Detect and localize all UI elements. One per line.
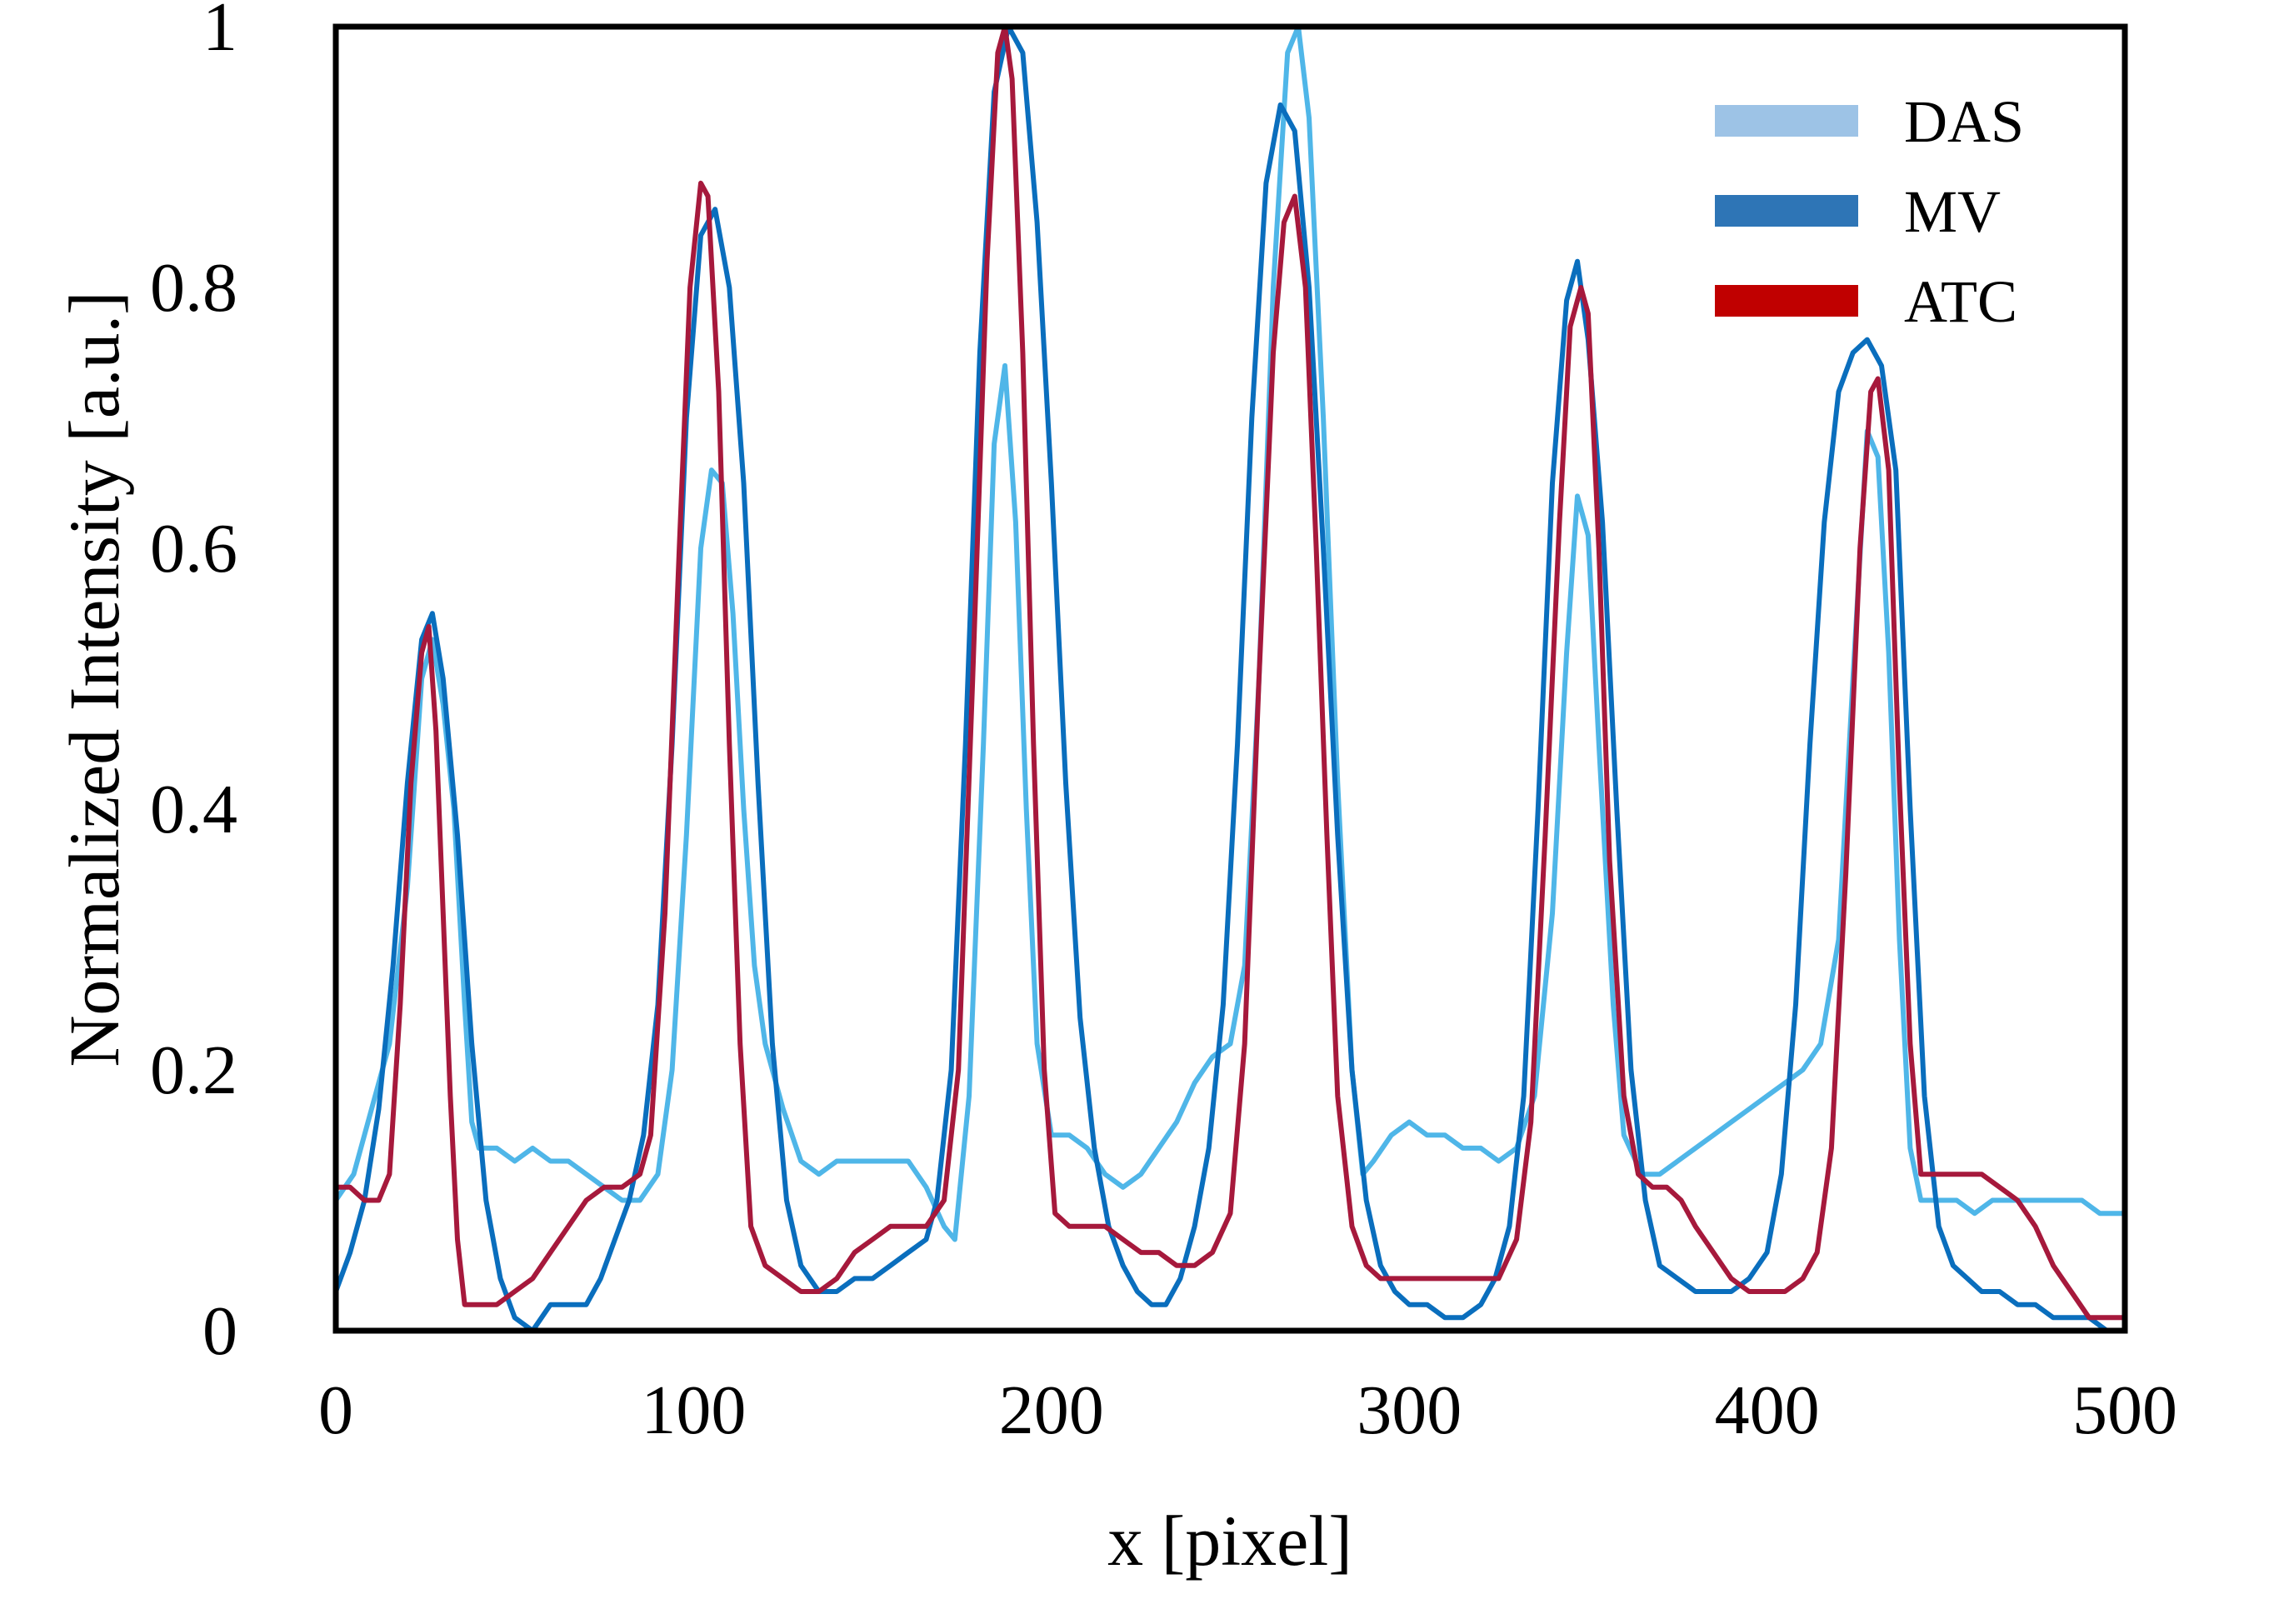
- x-tick-label: 100: [641, 1372, 746, 1449]
- x-tick-label: 300: [1357, 1372, 1462, 1449]
- series-layer: [333, 24, 2125, 1333]
- x-tick-label: 200: [999, 1372, 1104, 1449]
- y-tick-label: 0.2: [150, 1032, 237, 1109]
- legend-swatch-das: [1715, 105, 1858, 137]
- legend: DAS MV ATC: [1715, 88, 2024, 335]
- y-tick-label: 0: [202, 1292, 237, 1370]
- y-axis-label: Normalized Intensity [a.u.]: [54, 291, 134, 1067]
- tick-labels: 0 100 200 300 400 500 0 0.2 0.4 0.6 0.8 1: [150, 0, 2177, 1449]
- plot-frame: [332, 23, 2128, 1334]
- x-axis-label: x [pixel]: [1107, 1501, 1352, 1581]
- y-tick-label: 0.6: [150, 510, 237, 587]
- x-tick-label: 400: [1715, 1372, 1820, 1449]
- series-line-atc: [336, 24, 2125, 1321]
- y-tick-label: 1: [202, 0, 237, 66]
- legend-label-atc: ATC: [1904, 268, 2017, 335]
- y-tick-label: 0.8: [150, 249, 237, 327]
- legend-label-mv: MV: [1904, 178, 2001, 245]
- series-line-mv: [333, 24, 2125, 1333]
- y-tick-label: 0.4: [150, 771, 237, 848]
- x-tick-label: 500: [2072, 1372, 2177, 1449]
- legend-label-das: DAS: [1904, 88, 2024, 155]
- x-tick-label: 0: [318, 1372, 353, 1449]
- legend-swatch-mv: [1715, 195, 1858, 227]
- legend-swatch-atc: [1715, 285, 1858, 317]
